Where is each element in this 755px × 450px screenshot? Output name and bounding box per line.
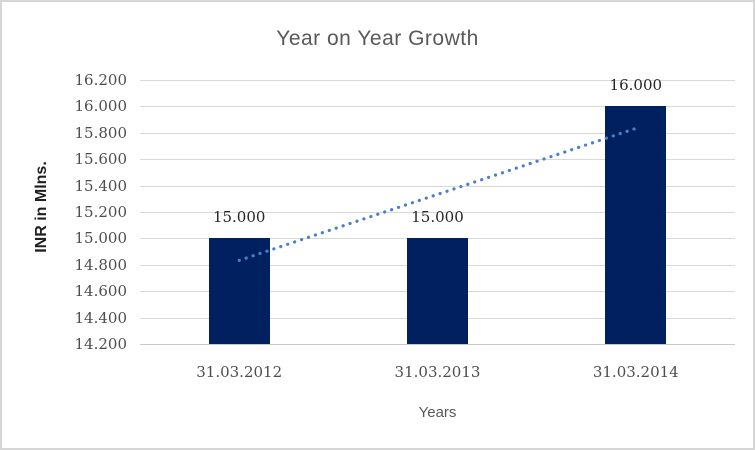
x-tick-label: 31.03.2014: [592, 363, 679, 381]
gridline: [140, 159, 735, 161]
bar-value-label: 16.000: [609, 76, 663, 95]
bar-value-label: 15.000: [411, 208, 464, 227]
bar: [605, 106, 667, 344]
gridline: [140, 185, 735, 187]
chart-title: Year on Year Growth: [276, 27, 479, 50]
y-tick-label: 16.000: [74, 97, 128, 116]
gridline: [140, 80, 735, 81]
x-axis-title: Years: [418, 404, 457, 421]
y-tick-label: 16.200: [74, 71, 128, 89]
trendline: [237, 126, 638, 262]
y-tick-label: 14.800: [74, 255, 128, 274]
bar: [208, 238, 270, 344]
y-tick-label: 14.600: [74, 282, 128, 301]
y-tick-label: 15.800: [74, 123, 128, 142]
plot-area: 15.000 15.000 16.000: [140, 76, 735, 345]
bar: [407, 238, 468, 344]
bar-value-label: 15.000: [212, 208, 266, 227]
y-tick-label: 14.200: [74, 335, 128, 353]
y-tick-label: 15.400: [74, 176, 128, 195]
x-tick-label: 31.03.2012: [196, 363, 283, 381]
gridline: [140, 106, 735, 108]
x-axis-line: [140, 344, 735, 345]
y-tick-label: 15.000: [74, 229, 128, 248]
gridline: [140, 212, 735, 213]
y-tick-label: 15.600: [74, 150, 128, 169]
y-tick-label: 14.400: [74, 308, 128, 327]
gridline: [140, 132, 735, 134]
x-tick-label: 31.03.2013: [394, 363, 481, 381]
y-tick-label: 15.200: [74, 203, 128, 221]
